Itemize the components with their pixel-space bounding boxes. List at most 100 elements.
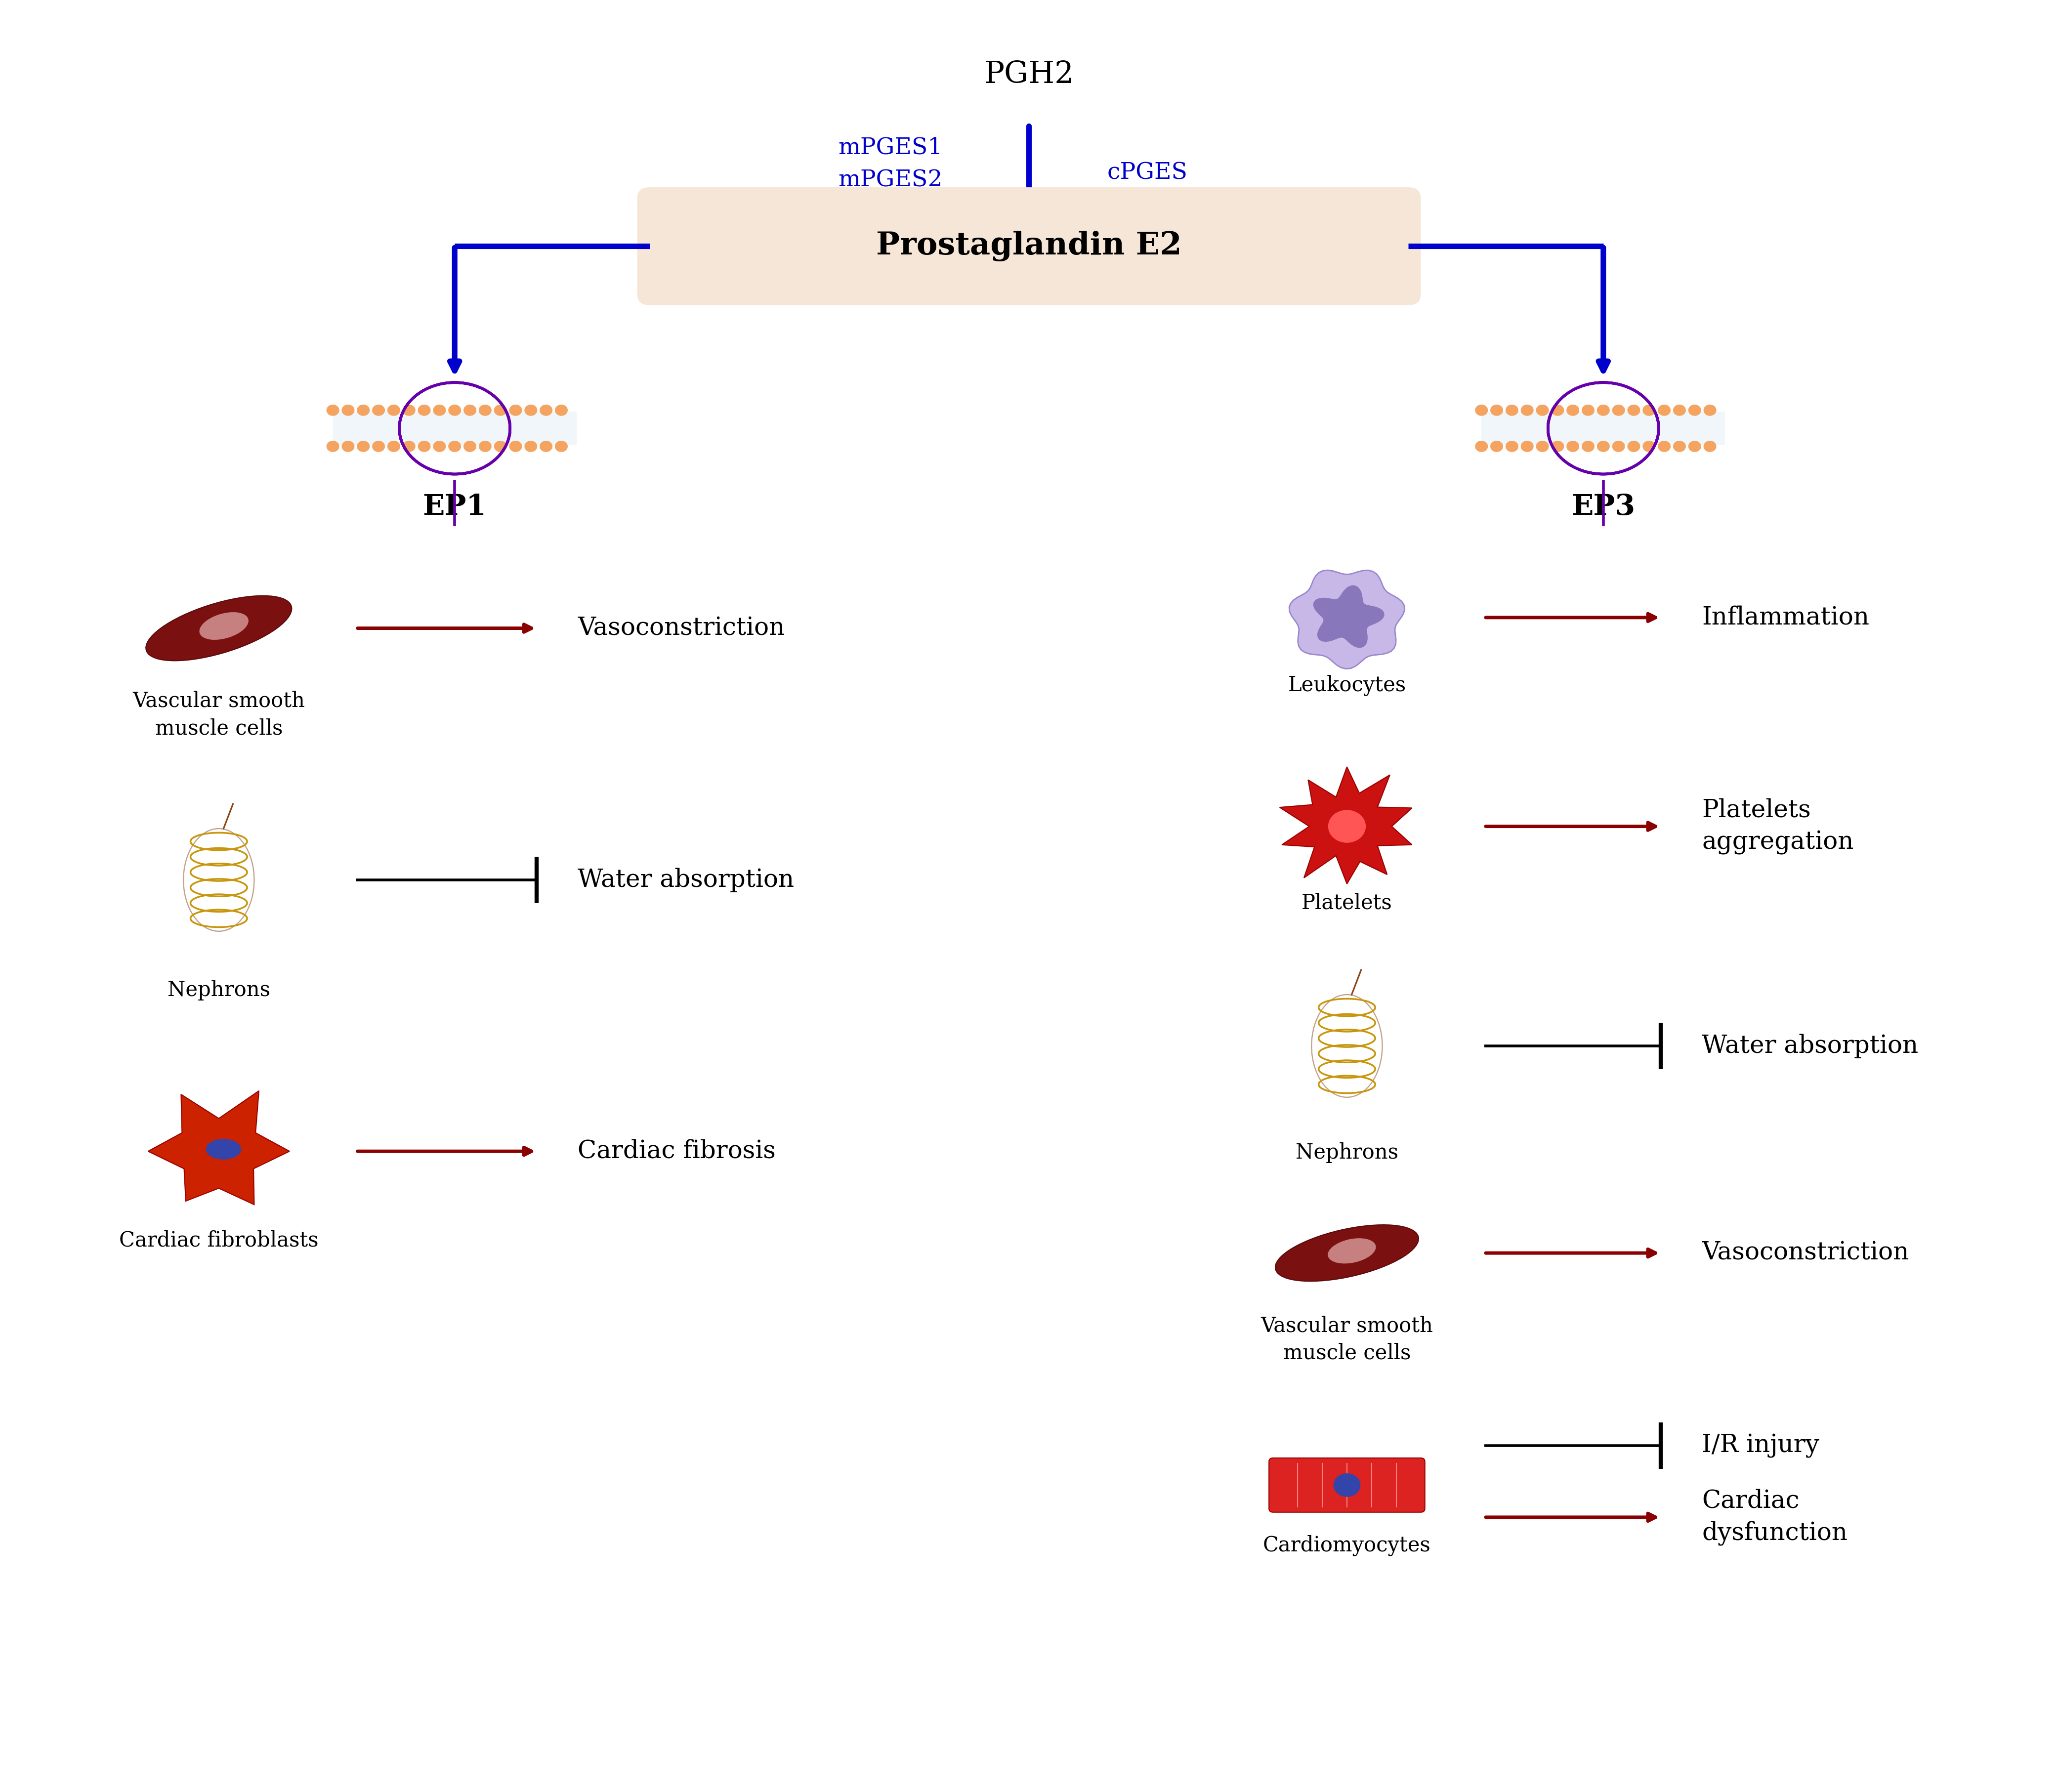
Circle shape: [1704, 405, 1716, 416]
Circle shape: [387, 405, 399, 416]
Circle shape: [1597, 405, 1609, 416]
Circle shape: [1583, 441, 1595, 452]
Ellipse shape: [206, 1140, 241, 1159]
Circle shape: [1583, 405, 1595, 416]
Text: Cardiac fibrosis: Cardiac fibrosis: [578, 1140, 776, 1163]
Circle shape: [494, 441, 506, 452]
Circle shape: [449, 405, 461, 416]
Circle shape: [1566, 405, 1578, 416]
Text: Platelets
aggregation: Platelets aggregation: [1702, 797, 1854, 855]
Polygon shape: [1288, 570, 1406, 668]
Circle shape: [510, 405, 521, 416]
Circle shape: [463, 441, 475, 452]
Circle shape: [434, 441, 445, 452]
Circle shape: [1690, 441, 1700, 452]
Circle shape: [1537, 441, 1548, 452]
Ellipse shape: [1327, 1238, 1377, 1263]
Text: Nephrons: Nephrons: [167, 980, 270, 1000]
Circle shape: [358, 405, 368, 416]
Text: Water absorption: Water absorption: [578, 867, 794, 892]
Circle shape: [372, 405, 385, 416]
Ellipse shape: [200, 613, 249, 640]
Text: cPGES: cPGES: [1107, 161, 1187, 185]
Circle shape: [1673, 405, 1686, 416]
Circle shape: [1613, 441, 1624, 452]
Circle shape: [1552, 405, 1564, 416]
Text: Vascular smooth
muscle cells: Vascular smooth muscle cells: [132, 690, 305, 738]
Circle shape: [1704, 441, 1716, 452]
FancyBboxPatch shape: [333, 412, 576, 444]
Circle shape: [539, 405, 552, 416]
Polygon shape: [1280, 767, 1412, 883]
Polygon shape: [1313, 586, 1385, 649]
Circle shape: [1659, 405, 1671, 416]
Circle shape: [1659, 441, 1671, 452]
Circle shape: [327, 405, 340, 416]
Circle shape: [525, 405, 537, 416]
Circle shape: [525, 441, 537, 452]
Circle shape: [1552, 441, 1564, 452]
Circle shape: [434, 405, 445, 416]
Circle shape: [418, 441, 430, 452]
Circle shape: [1490, 441, 1502, 452]
Circle shape: [418, 405, 430, 416]
Circle shape: [510, 441, 521, 452]
Text: EP1: EP1: [422, 493, 486, 521]
Circle shape: [1642, 405, 1655, 416]
Text: Leukocytes: Leukocytes: [1288, 674, 1406, 695]
Circle shape: [556, 405, 568, 416]
Text: Platelets: Platelets: [1301, 892, 1393, 914]
Text: Vascular smooth
muscle cells: Vascular smooth muscle cells: [1262, 1315, 1432, 1364]
Circle shape: [403, 405, 416, 416]
Text: Water absorption: Water absorption: [1702, 1034, 1918, 1057]
Circle shape: [1490, 405, 1502, 416]
Circle shape: [342, 405, 354, 416]
Circle shape: [1506, 441, 1519, 452]
Circle shape: [463, 405, 475, 416]
Circle shape: [403, 441, 416, 452]
Text: Vasoconstriction: Vasoconstriction: [578, 616, 784, 640]
Text: I/R injury: I/R injury: [1702, 1434, 1819, 1459]
Circle shape: [1628, 405, 1640, 416]
Circle shape: [1642, 441, 1655, 452]
Ellipse shape: [146, 595, 292, 661]
Ellipse shape: [1276, 1226, 1418, 1281]
Circle shape: [449, 441, 461, 452]
Circle shape: [1673, 441, 1686, 452]
Circle shape: [556, 441, 568, 452]
FancyBboxPatch shape: [1482, 412, 1725, 444]
Circle shape: [372, 441, 385, 452]
Circle shape: [480, 405, 492, 416]
Text: Cardiomyocytes: Cardiomyocytes: [1264, 1536, 1430, 1555]
Circle shape: [1690, 405, 1700, 416]
Circle shape: [327, 441, 340, 452]
Circle shape: [1327, 810, 1367, 842]
Text: Cardiac fibroblasts: Cardiac fibroblasts: [119, 1229, 319, 1251]
Circle shape: [1476, 405, 1488, 416]
Text: mPGES1
mPGES2: mPGES1 mPGES2: [838, 136, 943, 192]
Circle shape: [1334, 1473, 1360, 1496]
Circle shape: [539, 441, 552, 452]
Circle shape: [1476, 441, 1488, 452]
Text: Cardiac
dysfunction: Cardiac dysfunction: [1702, 1489, 1848, 1545]
Text: Vasoconstriction: Vasoconstriction: [1702, 1240, 1910, 1265]
Circle shape: [480, 441, 492, 452]
FancyBboxPatch shape: [1270, 1459, 1424, 1512]
Text: Nephrons: Nephrons: [1297, 1142, 1397, 1163]
Text: EP3: EP3: [1572, 493, 1636, 521]
Text: PGH2: PGH2: [984, 59, 1074, 90]
Circle shape: [1506, 405, 1519, 416]
Circle shape: [1628, 441, 1640, 452]
Circle shape: [1521, 441, 1533, 452]
Circle shape: [1521, 405, 1533, 416]
Circle shape: [1537, 405, 1548, 416]
FancyBboxPatch shape: [638, 188, 1420, 305]
Text: Inflammation: Inflammation: [1702, 606, 1869, 629]
Circle shape: [387, 441, 399, 452]
Circle shape: [1597, 441, 1609, 452]
Polygon shape: [148, 1091, 290, 1204]
Circle shape: [494, 405, 506, 416]
Circle shape: [342, 441, 354, 452]
Text: Prostaglandin E2: Prostaglandin E2: [877, 231, 1181, 262]
Circle shape: [358, 441, 368, 452]
